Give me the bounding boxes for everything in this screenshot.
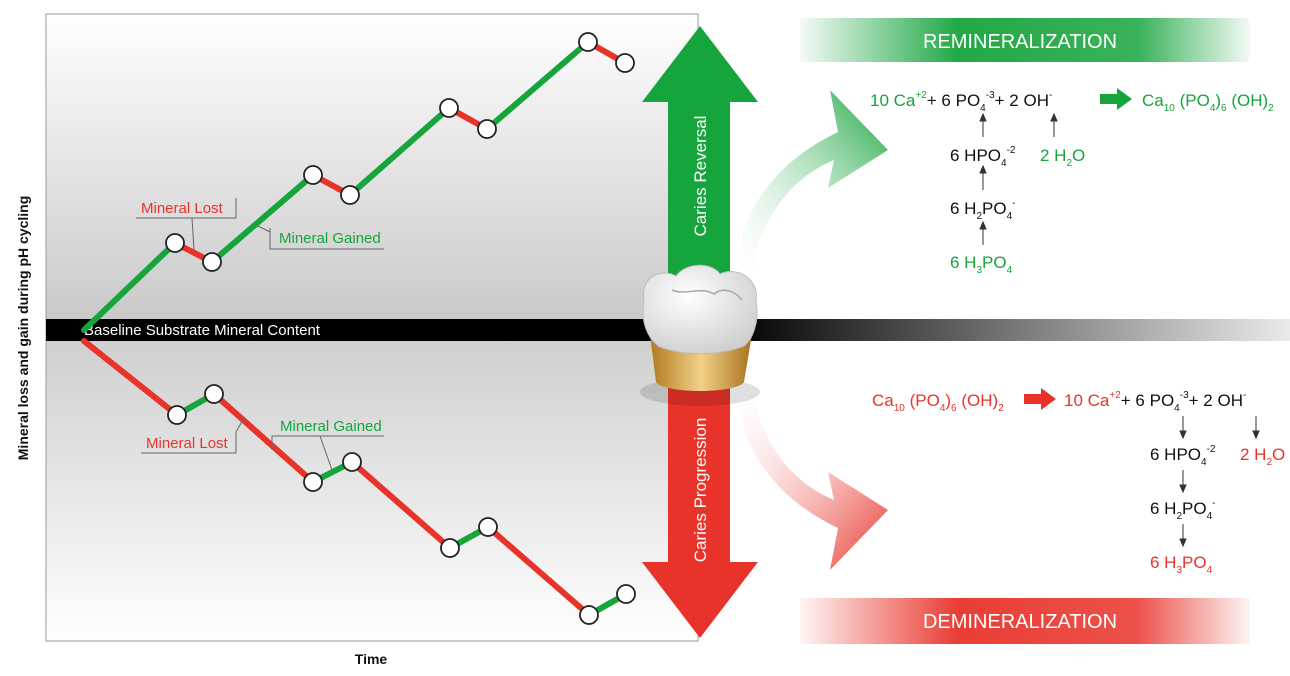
- demin-h2o: 2 H2O: [1240, 445, 1285, 468]
- remin-h3po4: 6 H3PO4: [950, 253, 1013, 276]
- remineralization-banner: REMINERALIZATION: [800, 18, 1250, 62]
- demin-reaction-arrow: [1024, 388, 1056, 410]
- caries-reversal-label: Caries Reversal: [691, 116, 710, 237]
- lower-point: [478, 517, 498, 537]
- lower-point: [616, 584, 636, 604]
- upper-point: [439, 98, 459, 118]
- x-axis-label: Time: [355, 651, 388, 667]
- lower-point: [204, 384, 224, 404]
- upper-mineral-gained-callout: Mineral Gained: [257, 225, 384, 250]
- remineralization-curved-arrow: [734, 90, 888, 272]
- remin-hpo4: 6 HPO4-2: [950, 145, 1016, 169]
- baseline-label: Baseline Substrate Mineral Content: [84, 322, 321, 339]
- demin-h2po4: 6 H2PO4-: [1150, 498, 1216, 522]
- demin-hpo4: 6 HPO4-2: [1150, 444, 1216, 468]
- upper-mineral-lost-callout: Mineral Lost: [136, 198, 237, 251]
- upper-data-points: [165, 32, 635, 272]
- upper-point: [202, 252, 222, 272]
- remin-h2po4: 6 H2PO4-: [950, 198, 1016, 222]
- lower-mineral-lost-callout: Mineral Lost: [141, 417, 245, 454]
- lower-point: [342, 452, 362, 472]
- upper-point: [477, 119, 497, 139]
- lower-point: [167, 405, 187, 425]
- demineralization-curved-arrow: [734, 388, 888, 570]
- upper-point: [578, 32, 598, 52]
- demineralization-reaction: Ca10 (PO4)6 (OH)2 10 Ca+2+ 6 PO4-3+ 2 OH…: [872, 388, 1285, 576]
- lower-data-points: [167, 384, 636, 625]
- demin-reactant: Ca10 (PO4)6 (OH)2: [872, 391, 1004, 414]
- upper-point: [340, 185, 360, 205]
- caries-progression-arrow: Caries Progression: [642, 382, 758, 638]
- demineralization-banner: DEMINERALIZATION: [800, 598, 1250, 644]
- y-axis-label: Mineral loss and gain during pH cycling: [15, 196, 31, 460]
- remin-equation: 10 Ca+2+ 6 PO4-3+ 2 OH-: [870, 90, 1052, 114]
- remineralization-reaction: 10 Ca+2+ 6 PO4-3+ 2 OH- Ca10 (PO4)6 (OH)…: [870, 88, 1274, 276]
- upper-point: [303, 165, 323, 185]
- lower-mineral-gained-label: Mineral Gained: [280, 418, 382, 435]
- lower-point: [440, 538, 460, 558]
- demin-h3po4: 6 H3PO4: [1150, 553, 1213, 576]
- demineralization-title: DEMINERALIZATION: [923, 611, 1117, 633]
- upper-point: [615, 53, 635, 73]
- caries-reversal-arrow: Caries Reversal: [642, 26, 758, 282]
- remineralization-title: REMINERALIZATION: [923, 31, 1117, 53]
- remin-product: Ca10 (PO4)6 (OH)2: [1142, 91, 1274, 114]
- remin-h2o: 2 H2O: [1040, 146, 1085, 169]
- upper-mineral-lost-label: Mineral Lost: [141, 200, 224, 217]
- caries-progression-label: Caries Progression: [691, 418, 710, 563]
- chart-panel: [45, 13, 699, 642]
- demin-equation: 10 Ca+2+ 6 PO4-3+ 2 OH-: [1064, 390, 1246, 414]
- lower-point: [303, 472, 323, 492]
- lower-mineral-lost-label: Mineral Lost: [146, 435, 229, 452]
- lower-point: [579, 605, 599, 625]
- lower-mineral-gained-callout: Mineral Gained: [271, 418, 384, 471]
- remin-reaction-arrow: [1100, 88, 1132, 110]
- upper-point: [165, 233, 185, 253]
- tooth-icon: [640, 264, 760, 406]
- upper-mineral-gained-label: Mineral Gained: [279, 230, 381, 247]
